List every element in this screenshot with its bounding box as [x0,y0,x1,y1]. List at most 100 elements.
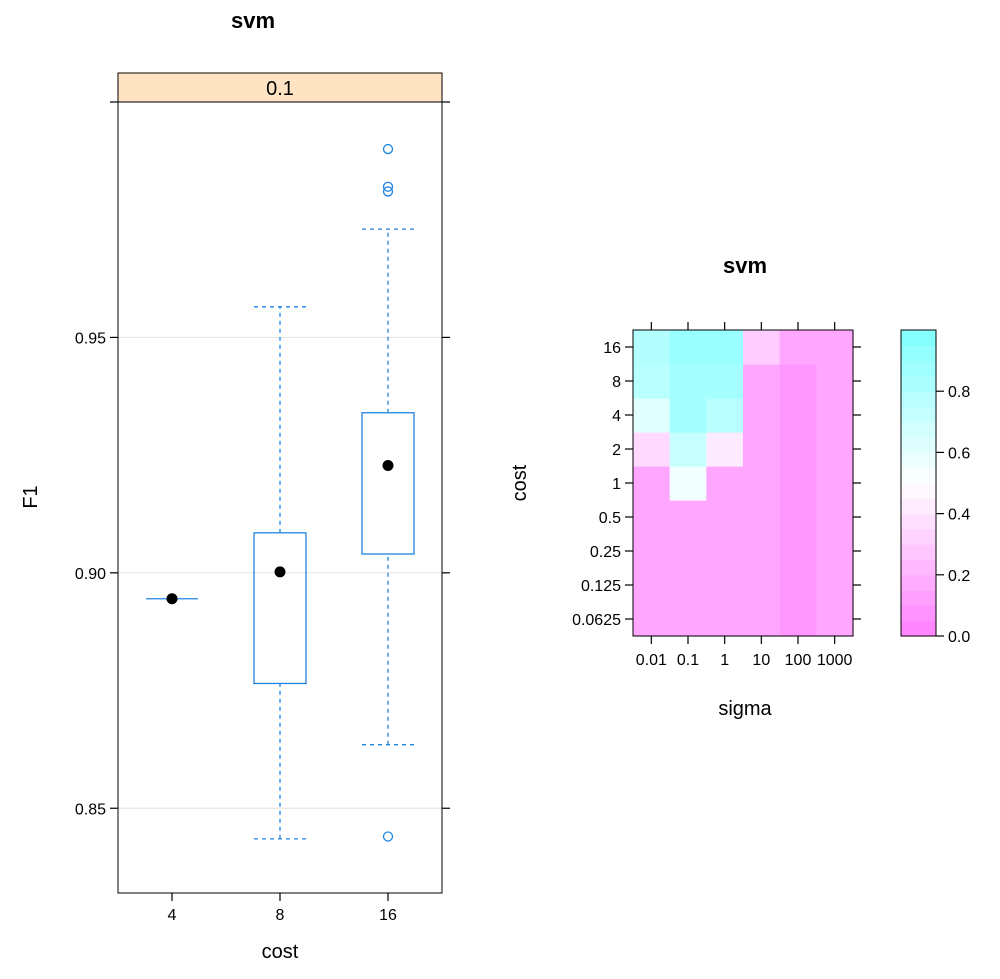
boxplot-box-4 [146,593,198,605]
heatmap-cell [669,466,707,501]
heatmap-x-tick-label: 1000 [817,652,853,669]
heatmap-x-tick-label: 1 [720,652,729,669]
colorbar-swatch [901,330,936,346]
heatmap-chart: svm 0.0625 0.125 0.25 0.5 1 2 4 8 16 0.01 0.1 1 10 1… [509,253,970,720]
boxplot-y-axis: 0.85 0.90 0.95 [75,101,450,818]
heatmap-y-tick-label: 16 [603,340,621,357]
heatmap-cell [669,330,707,365]
heatmap-cell [706,602,744,637]
colorbar-swatch [901,498,936,515]
boxplot-y-tick-label: 0.95 [75,330,106,347]
colorbar-swatch [901,391,936,408]
heatmap-cell [779,398,817,433]
heatmap-cell [633,364,671,399]
colorbar-swatch [901,590,936,606]
heatmap-cell [633,534,671,569]
colorbar-swatch [901,483,936,499]
heatmap-y-tick-label: 0.25 [590,544,621,561]
heatmap-cell [669,364,707,399]
colorbar-swatch [901,513,936,530]
colorbar-swatch [901,360,936,377]
heatmap-cell [633,500,671,535]
boxplot-strip-label: 0.1 [266,78,294,100]
heatmap-cell [743,330,781,365]
heatmap-y-tick-label: 0.0625 [572,612,621,629]
heatmap-x-axis: 0.01 0.1 1 10 100 1000 [636,322,853,669]
boxplot-chart: svm 0.1 0.85 0.90 0.95 4 8 16 cost F1 [20,8,450,963]
heatmap-cell [669,534,707,569]
box-iqr [361,412,415,555]
colorbar-tick-label: 0.0 [948,629,970,646]
heatmap-cell [816,568,854,603]
heatmap-x-tick-label: 0.01 [636,652,667,669]
heatmap-cell [633,330,671,365]
heatmap-cell [779,500,817,535]
colorbar-tick-label: 0.8 [948,384,970,401]
heatmap-cell [743,534,781,569]
heatmap-cell [743,432,781,467]
boxplot-x-tick-label: 4 [168,907,177,924]
heatmap-cell [779,432,817,467]
boxplot-y-label: F1 [20,485,42,508]
heatmap-cell [816,534,854,569]
heatmap-cell [743,602,781,637]
outlier-point [382,143,394,155]
heatmap-cell [816,330,854,365]
outlier-point [382,181,394,192]
boxplot-strip [117,72,443,103]
boxplot-x-axis: 4 8 16 [168,893,397,924]
colorbar-swatch [901,559,936,576]
heatmap-cell [706,534,744,569]
heatmap-cell [706,568,744,603]
boxplot-box-8 [253,306,307,840]
heatmap-cell [669,568,707,603]
boxplot-boxes [146,143,415,842]
heatmap-cell [779,466,817,501]
colorbar-frame [900,329,937,637]
outlier-point [382,831,394,842]
colorbar-swatch [901,406,936,423]
boxplot-x-tick-label: 16 [379,907,397,924]
colorbar-tick-label: 0.4 [948,507,970,524]
heatmap-cell [669,432,707,467]
heatmap-y-label: cost [509,464,531,501]
heatmap-cell [743,398,781,433]
heatmap-cell [816,364,854,399]
colorbar-swatch [901,375,936,392]
heatmap-cell [706,330,744,365]
boxplot-x-tick-label: 8 [276,907,285,924]
heatmap-cell [779,568,817,603]
heatmap-cell [706,500,744,535]
box-iqr [253,532,307,685]
heatmap-y-tick-label: 8 [612,374,621,391]
heatmap-y-tick-label: 4 [612,408,621,425]
colorbar-swatch [901,452,936,469]
colorbar-swatch [901,605,936,622]
heatmap-cell [816,398,854,433]
heatmap-y-tick-label: 0.125 [581,578,621,595]
heatmap-x-tick-label: 100 [785,652,812,669]
median-dot [382,459,394,471]
heatmap-cell [633,602,671,637]
heatmap-colorbar: 0.0 0.2 0.4 0.6 0.8 [900,329,970,646]
heatmap-cell [706,466,744,501]
heatmap-y-tick-label: 0.5 [599,510,621,527]
heatmap-y-tick-label: 1 [612,476,621,493]
heatmap-cell [816,466,854,501]
colorbar-swatch [901,467,936,484]
heatmap-cell [816,602,854,637]
heatmap-cell [779,534,817,569]
colorbar-swatch [901,421,936,438]
colorbar-swatch [901,437,936,453]
colorbar-swatch [901,528,936,545]
heatmap-x-tick-label: 10 [752,652,770,669]
colorbar-swatch [901,544,936,561]
boxplot-x-label: cost [262,941,299,963]
heatmap-cell [633,398,671,433]
heatmap-y-tick-label: 2 [612,442,621,459]
heatmap-x-label: sigma [718,698,772,720]
boxplot-y-tick-label: 0.85 [75,801,106,818]
heatmap-cell [706,364,744,399]
median-dot [166,593,178,605]
